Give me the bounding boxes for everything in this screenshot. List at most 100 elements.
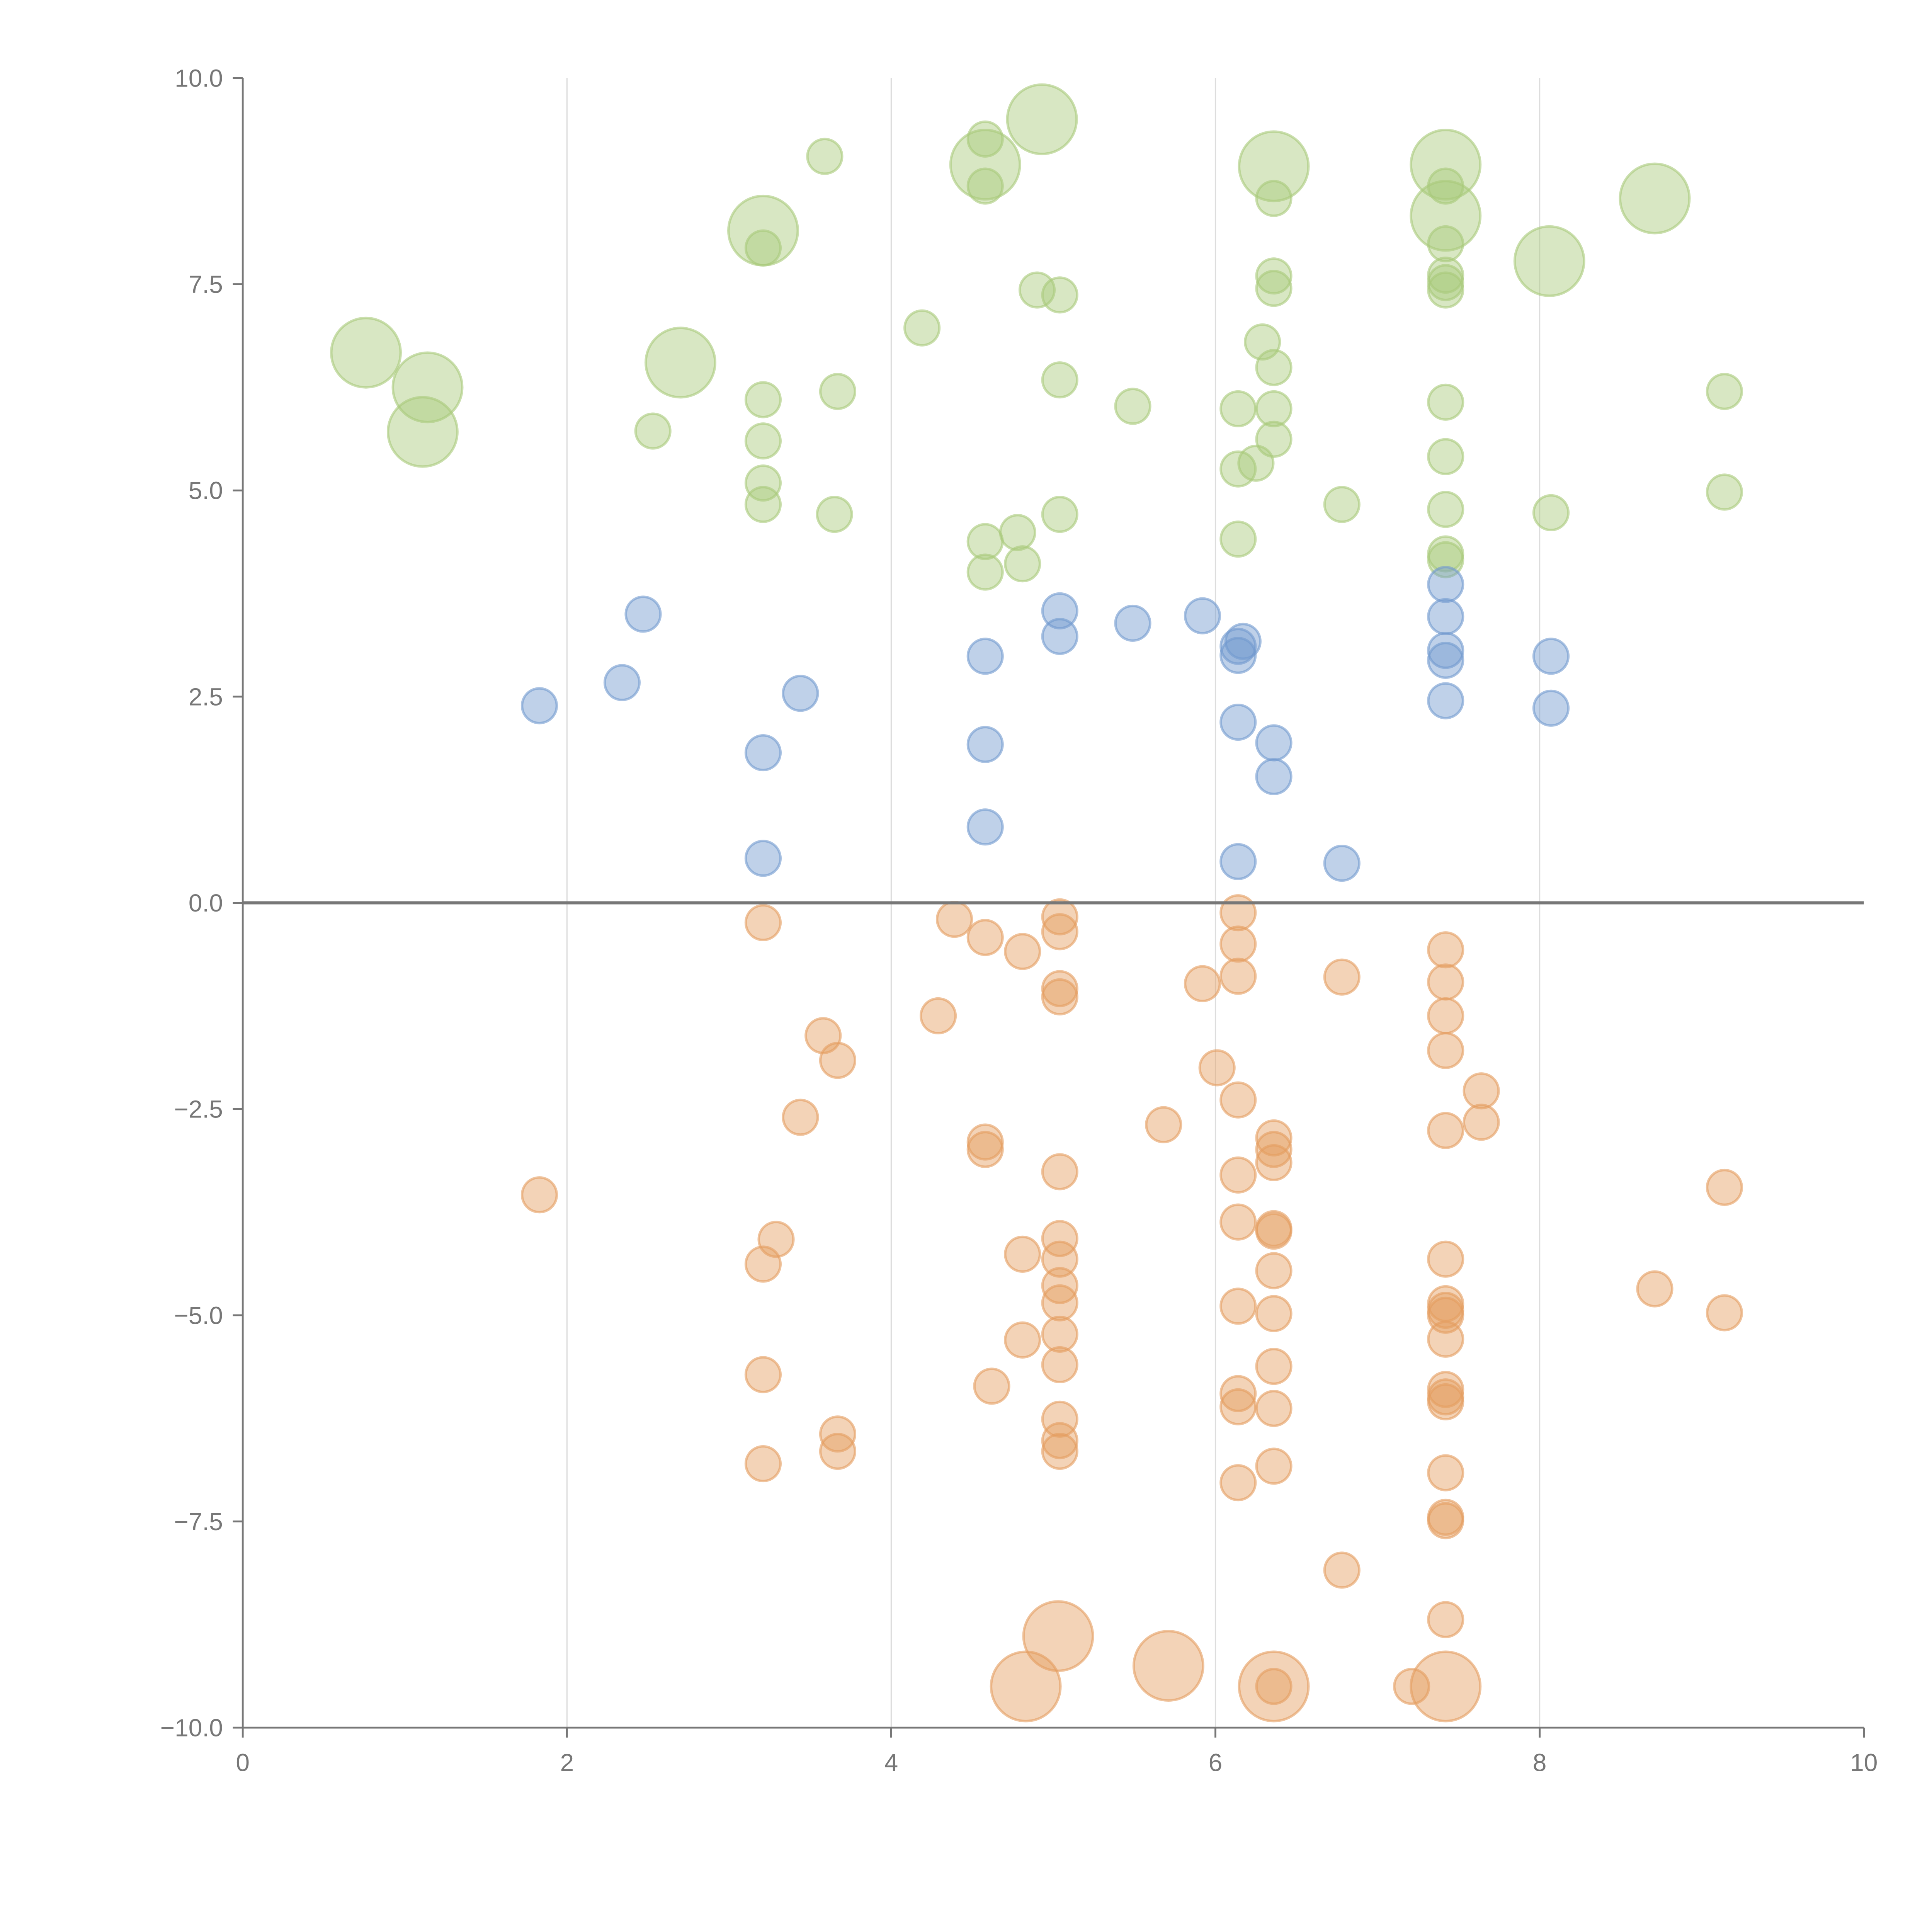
orange-point xyxy=(1041,1220,1078,1257)
blue-point xyxy=(1224,622,1262,660)
orange-point xyxy=(1004,1321,1041,1359)
green-point xyxy=(1532,494,1570,531)
orange-point xyxy=(1184,965,1221,1002)
orange-point xyxy=(1427,997,1464,1035)
orange-point xyxy=(1004,933,1041,970)
x-tick-label: 10 xyxy=(1850,1748,1878,1776)
orange-point xyxy=(1636,1270,1673,1308)
y-tick-label: 2.5 xyxy=(189,683,223,711)
green-point xyxy=(1041,361,1078,399)
green-point xyxy=(1018,271,1056,309)
green-point xyxy=(1219,520,1257,558)
orange-point xyxy=(1145,1106,1182,1143)
orange-point xyxy=(1219,1375,1257,1412)
orange-point xyxy=(990,1650,1062,1723)
green-point xyxy=(1006,83,1078,155)
orange-point xyxy=(1463,1104,1500,1141)
orange-point xyxy=(1041,1400,1078,1438)
orange-point xyxy=(1238,1650,1310,1723)
green-point xyxy=(1323,486,1361,523)
blue-point xyxy=(782,675,819,712)
blue-point xyxy=(1255,724,1293,762)
orange-point xyxy=(1041,1284,1078,1321)
blue-point xyxy=(1532,689,1570,727)
orange-point xyxy=(1041,1240,1078,1278)
green-point xyxy=(1255,257,1293,295)
orange-point xyxy=(1427,1502,1464,1539)
orange-point xyxy=(1427,1454,1464,1492)
orange-point xyxy=(1255,1447,1293,1485)
blue-point xyxy=(1427,598,1464,635)
blue-point xyxy=(966,638,1004,675)
y-tick-label: 10.0 xyxy=(175,64,223,92)
orange-point xyxy=(1427,1240,1464,1278)
blue-point xyxy=(966,726,1004,763)
green-point xyxy=(634,412,672,450)
orange-point xyxy=(1041,970,1078,1007)
orange-point xyxy=(1219,1203,1257,1241)
green-point xyxy=(806,138,844,175)
green-point xyxy=(966,167,1004,205)
green-point xyxy=(966,553,1004,591)
orange-point xyxy=(1132,1630,1204,1702)
blue-point xyxy=(1427,682,1464,719)
orange-point xyxy=(1427,1601,1464,1638)
orange-point xyxy=(935,901,973,938)
orange-point xyxy=(973,1367,1010,1405)
green-point xyxy=(330,316,402,389)
orange-point xyxy=(1427,1320,1464,1358)
orange-point xyxy=(1022,1600,1094,1672)
green-point xyxy=(819,372,857,410)
green-point xyxy=(744,381,782,418)
blue-point xyxy=(966,808,1004,846)
orange-point xyxy=(1041,1346,1078,1383)
blue-point xyxy=(624,595,662,633)
blue-point xyxy=(744,840,782,877)
orange-point xyxy=(1004,1235,1041,1273)
blue-point xyxy=(1219,628,1257,665)
orange-point xyxy=(1219,1156,1257,1194)
orange-point xyxy=(1255,1252,1293,1289)
y-tick-label: 0.0 xyxy=(189,889,223,917)
blue-point xyxy=(603,664,641,701)
green-point xyxy=(645,327,716,399)
blue-point xyxy=(1427,641,1464,679)
y-tick-label: −5.0 xyxy=(174,1301,223,1329)
orange-point xyxy=(744,1445,782,1483)
orange-point xyxy=(1706,1294,1743,1332)
orange-point xyxy=(1219,1287,1257,1325)
y-ticks: 10.0 7.5 5.0 2.5 0.0 −2.5 −5.0 −7.5 −10.… xyxy=(160,64,223,1742)
y-tick-label: 5.0 xyxy=(189,477,223,505)
orange-point xyxy=(1255,1295,1293,1332)
x-tick-label: 2 xyxy=(560,1748,574,1776)
orange-point xyxy=(1041,1315,1078,1353)
green-point xyxy=(1427,383,1464,421)
x-tick-label: 6 xyxy=(1209,1748,1223,1776)
x-ticks: 0 2 4 6 8 10 xyxy=(236,1748,1878,1776)
orange-point xyxy=(1255,1348,1293,1385)
orange-point xyxy=(1323,1551,1361,1589)
orange-point xyxy=(744,1356,782,1393)
orange-point xyxy=(1219,957,1257,995)
blue-point xyxy=(1427,566,1464,603)
green-point xyxy=(727,194,799,267)
orange-point xyxy=(1427,1112,1464,1149)
orange-point xyxy=(744,904,782,941)
green-point xyxy=(744,486,782,523)
orange-point xyxy=(966,1131,1004,1168)
orange-point xyxy=(1041,913,1078,951)
orange-point xyxy=(1427,963,1464,1001)
blue-point xyxy=(1041,617,1078,655)
green-point xyxy=(1513,225,1585,297)
orange-point xyxy=(1323,958,1361,996)
orange-point xyxy=(1041,898,1078,935)
green-point xyxy=(1619,162,1691,235)
orange-point xyxy=(1041,1422,1078,1459)
orange-point xyxy=(1219,894,1257,932)
green-point xyxy=(1410,129,1482,201)
x-tick-label: 0 xyxy=(236,1748,250,1776)
green-point xyxy=(744,464,782,502)
orange-point xyxy=(1219,1081,1257,1119)
y-tick-label: 7.5 xyxy=(189,270,223,298)
